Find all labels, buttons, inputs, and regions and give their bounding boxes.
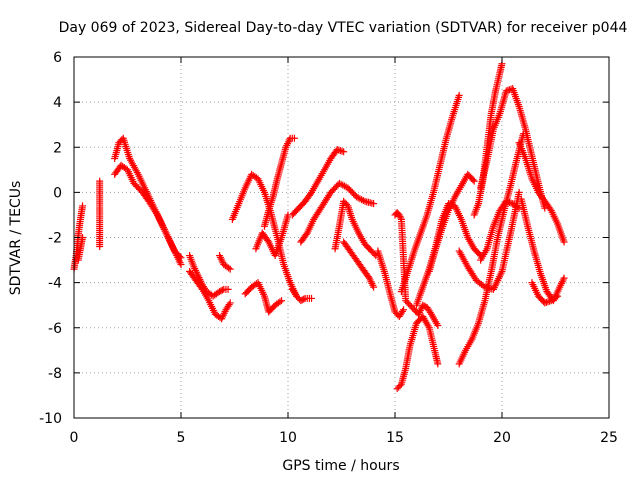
data-point — [400, 306, 408, 314]
series-arc-t — [393, 312, 442, 393]
series-arc-p — [331, 197, 380, 260]
series-arc-u — [397, 91, 463, 296]
data-point — [225, 264, 233, 272]
series-arc-g — [186, 267, 234, 323]
series-arc-m — [288, 285, 316, 305]
y-tick-label: -10 — [39, 411, 62, 427]
data-point — [396, 212, 404, 220]
grid — [74, 57, 609, 418]
data-point — [370, 283, 378, 291]
data-point — [554, 292, 562, 300]
series-arc-k — [260, 134, 298, 230]
data-point — [426, 309, 434, 317]
series-arc-ae — [528, 279, 562, 307]
data-point — [397, 214, 405, 222]
data-point — [276, 298, 284, 306]
series-arc-c — [96, 177, 104, 251]
data-point — [515, 204, 523, 212]
x-tick-label: 25 — [600, 430, 618, 446]
data-point — [290, 134, 298, 142]
series-arc-ab — [477, 197, 523, 264]
data-point — [176, 252, 184, 260]
data-point — [395, 211, 403, 219]
series-arc-w — [425, 170, 478, 275]
series-arc-l — [252, 211, 292, 260]
x-axis-label: GPS time / hours — [282, 458, 399, 474]
axis-ticks: 0 5 10 15 20 25 -10 -8 -6 -4 -2 0 2 4 6 — [39, 50, 618, 446]
series-arc-o — [297, 179, 378, 246]
data-point — [79, 234, 87, 241]
data-point — [79, 202, 87, 210]
y-tick-label: 2 — [53, 140, 62, 156]
y-tick-label: 0 — [53, 185, 62, 201]
series-arc-b — [74, 234, 87, 264]
data-point — [177, 261, 185, 269]
data-point — [308, 294, 316, 302]
data-point — [434, 360, 442, 368]
series-arc-h — [216, 252, 234, 273]
data-point — [552, 293, 560, 301]
series-arc-s — [391, 209, 442, 329]
data-point — [340, 148, 348, 156]
data-point — [226, 299, 234, 307]
data-point — [96, 243, 104, 251]
y-tick-label: -6 — [48, 321, 62, 337]
series-arc-z — [455, 188, 523, 293]
data-point — [560, 238, 568, 246]
y-tick-label: -2 — [48, 231, 62, 247]
series-arc-e — [111, 161, 185, 262]
x-tick-label: 5 — [177, 430, 186, 446]
chart-title: Day 069 of 2023, Sidereal Day-to-day VTE… — [59, 20, 628, 36]
data-point — [177, 254, 185, 262]
data-point — [278, 297, 286, 305]
data-point — [224, 285, 232, 293]
y-tick-label: 6 — [53, 50, 62, 66]
series-arc-x — [455, 130, 527, 368]
data-point — [434, 321, 442, 329]
series-arc-r — [374, 247, 408, 320]
y-tick-label: 4 — [53, 95, 62, 111]
series-arc-ad — [517, 195, 568, 305]
data-point — [226, 265, 234, 273]
data-point — [560, 274, 568, 282]
x-tick-label: 10 — [279, 430, 297, 446]
series-arc-ac — [515, 139, 568, 246]
x-tick-label: 20 — [493, 430, 511, 446]
data-point — [225, 301, 233, 309]
series-arc-n — [288, 146, 348, 219]
x-tick-label: 15 — [386, 430, 404, 446]
data-point — [359, 196, 367, 204]
data-point — [469, 176, 477, 184]
data-point — [470, 177, 478, 185]
data-point — [455, 91, 463, 99]
data-point — [300, 295, 308, 303]
y-tick-label: -8 — [48, 366, 62, 382]
data-points — [70, 60, 568, 393]
data-point — [218, 286, 226, 294]
data-point — [370, 250, 378, 258]
series-arc-q — [340, 238, 378, 291]
x-tick-label: 0 — [70, 430, 79, 446]
y-tick-label: -4 — [48, 276, 62, 292]
y-axis-label: SDTVAR / TECUs — [8, 181, 24, 296]
data-point — [370, 200, 378, 208]
series-arc-j — [241, 279, 286, 316]
data-point — [515, 188, 523, 196]
data-point — [398, 307, 406, 315]
